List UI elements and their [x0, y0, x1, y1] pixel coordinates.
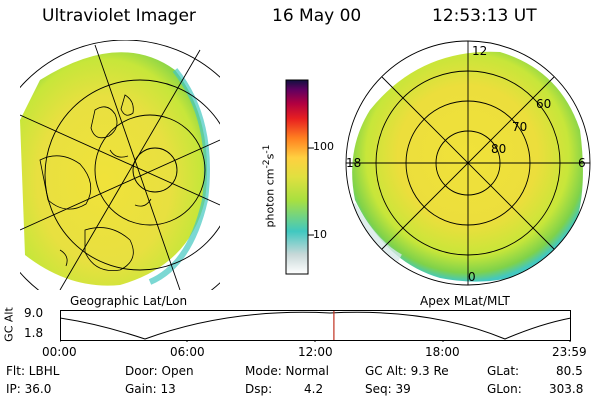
ip-info: IP: 36.0 — [6, 382, 52, 396]
time-tick-0000: 00:00 — [42, 345, 77, 359]
time-tick-1200: 12:00 — [298, 345, 333, 359]
colorbar-tick-10: 10 — [313, 228, 327, 241]
door-info: Door: Open — [125, 364, 194, 378]
glon-info: GLon: — [487, 382, 522, 396]
time-label: 12:53:13 UT — [432, 6, 537, 26]
filter-info: Flt: LBHL — [6, 364, 60, 378]
time-tick-1800: 18:00 — [425, 345, 460, 359]
mlat-label-60: 60 — [536, 97, 552, 111]
glat-value: 80.5 — [556, 364, 583, 378]
glat-info: GLat: — [487, 364, 520, 378]
glon-value: 303.8 — [549, 382, 584, 396]
seq-info: Seq: 39 — [365, 382, 411, 396]
mlt-label-6: 6 — [578, 156, 586, 170]
alt-tick-high: 9.0 — [24, 306, 44, 320]
alt-tick-low: 1.8 — [24, 326, 44, 340]
dsp-info: Dsp: — [245, 382, 273, 396]
mode-info: Mode: Normal — [245, 364, 329, 378]
geographic-caption: Geographic Lat/Lon — [70, 294, 188, 308]
dsp-value: 4.2 — [304, 382, 324, 396]
time-tick-0600: 06:00 — [170, 345, 205, 359]
mlt-label-0: 0 — [468, 270, 476, 284]
instrument-title: Ultraviolet Imager — [42, 6, 196, 26]
date-label: 16 May 00 — [272, 6, 362, 26]
mlat-label-70: 70 — [512, 120, 528, 134]
mlt-label-12: 12 — [472, 44, 488, 58]
time-tick-2359: 23:59 — [552, 345, 587, 359]
altitude-ylabel-text: GC Alt — [2, 307, 16, 342]
mlat-label-80: 80 — [491, 142, 507, 156]
mlt-label-18: 18 — [346, 156, 362, 170]
altitude-ylabel: GC Alt — [0, 306, 18, 346]
colorbar-tick-100: 100 — [313, 140, 334, 153]
apex-caption: Apex MLat/MLT — [420, 294, 510, 308]
altitude-plot — [60, 310, 572, 342]
color-scale-bar — [285, 79, 314, 275]
gain-info: Gain: 13 — [125, 382, 176, 396]
gc-alt-info: GC Alt: 9.3 Re — [365, 364, 449, 378]
